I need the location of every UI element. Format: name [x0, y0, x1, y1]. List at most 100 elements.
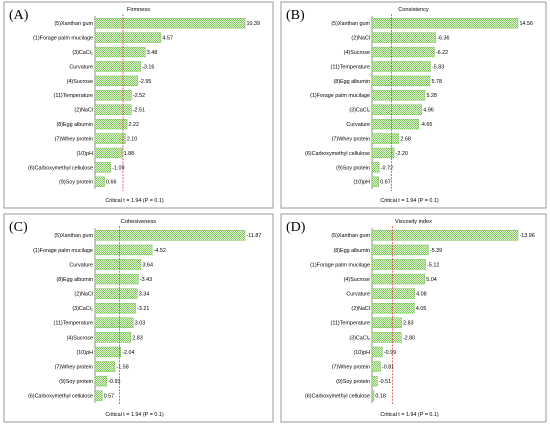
panel-c-bar — [94, 346, 122, 358]
panel-b-category-label: (7)Whey protein — [332, 136, 370, 142]
panel-a-value-label: 3.48 — [147, 50, 158, 56]
panel-d-value-label: 0.18 — [375, 394, 386, 400]
panel-c-bar — [94, 332, 132, 343]
panel-d-bar — [371, 346, 383, 358]
panel-a-category-label: (8)Egg albumin — [56, 122, 93, 128]
panel-a-bar — [94, 32, 162, 43]
panel-c-category-label: (2)NaCl — [74, 292, 93, 298]
panel-c-value-label: 3.64 — [142, 262, 153, 268]
panel-a-title: Firmness — [127, 7, 150, 13]
panel-b-category-label: (9)Soy protein — [336, 165, 370, 171]
panel-d-title: Viscosity index — [395, 219, 432, 225]
panel-d-category-label: (8)Egg albumin — [333, 248, 370, 254]
panel-a-category-label: (1)Forage palm mucilage — [33, 36, 93, 42]
panel-d-category-label: Curvature — [346, 292, 370, 298]
panel-b-category-label: Curvature — [346, 122, 370, 128]
panel-a-bar — [94, 162, 111, 173]
panel-a-bar — [94, 18, 246, 29]
panel-c: (C) Cohesiveness (5)Xanthan gum -11.87 (1)Fo… — [3, 213, 274, 423]
panel-d-critical-label: Critical t = 1.94 (P = 0.1) — [380, 412, 439, 418]
panel-c-value-label: 0.57 — [104, 394, 115, 400]
panel-d: (D) Viscosity index (5)Xanthan gum -13.96 (8… — [280, 213, 547, 423]
panel-b-category-label: (1)Forage palm mucilage — [310, 93, 370, 99]
panel-a-category-label: (4)Sucrose — [67, 79, 93, 85]
panel-b-category-label: (10)pH — [354, 180, 371, 186]
panel-d-category-label: (7)Whey protein — [332, 364, 370, 370]
panel-d-bar — [371, 332, 402, 343]
panel-d-bar — [371, 317, 402, 329]
panel-c-value-label: -0.93 — [108, 379, 120, 385]
panel-d-bar — [371, 288, 415, 299]
panel-b-value-label: 4.96 — [423, 108, 434, 114]
panel-b-category-label: (6)Carboxymethyl cellulose — [305, 151, 370, 157]
panel-b-value-label: 14.56 — [520, 21, 534, 27]
panel-d-category-label: (3)CaCl₂ — [349, 335, 370, 341]
panel-d-value-label: -0.51 — [379, 379, 391, 385]
panel-d-category-label: (5)Xanthan gum — [331, 233, 370, 239]
panel-c-category-label: (10)pH — [77, 350, 94, 356]
panel-c-category-label: (3)CaCl₂ — [72, 306, 93, 312]
panel-b-letter: (B) — [286, 8, 305, 23]
panel-a-bar — [94, 176, 105, 187]
panel-d-category-label: (4)Sucrose — [344, 277, 370, 283]
panel-c-value-label: -1.58 — [116, 364, 128, 370]
panel-b-bar — [371, 104, 422, 115]
panel-a: (A) Firmness (5)Xanthan gum 10.39 (1)Forage … — [3, 1, 274, 209]
panel-b-value-label: 5.28 — [426, 93, 437, 99]
panel-a-bar — [94, 118, 128, 130]
panel-d-value-label: -5.39 — [430, 248, 442, 254]
panel-a-category-label: (11)Temperature — [54, 93, 93, 99]
panel-c-category-label: (1)Forage palm mucilage — [33, 248, 93, 254]
panel-c-bar — [94, 303, 136, 314]
panel-d-value-label: -2.80 — [403, 335, 415, 341]
panel-c-category-label: (7)Whey protein — [55, 364, 93, 370]
panel-d-letter: (D) — [286, 220, 306, 235]
panel-b-bar — [371, 61, 431, 72]
panel-c-bar — [94, 390, 103, 401]
panel-c-critical-label: Critical t = 1.94 (P = 0.1) — [105, 412, 164, 418]
panel-a-bar — [94, 90, 132, 101]
panel-a-value-label: -1.09 — [112, 165, 124, 171]
panel-b-bar — [371, 32, 437, 43]
panel-d-value-label: 4.08 — [416, 292, 427, 298]
panel-a-category-label: (6)Carboxymethyl cellulose — [28, 165, 93, 171]
panel-d-bar — [371, 230, 519, 241]
panel-a-value-label: 0.66 — [106, 180, 117, 186]
panel-a-value-label: 10.39 — [247, 21, 261, 27]
panel-d-bar — [371, 390, 375, 401]
panel-a-value-label: 2.22 — [129, 122, 140, 128]
panel-b-title: Consistency — [398, 7, 429, 13]
panel-c-category-label: (11)Temperature — [54, 321, 93, 327]
panel-d-category-label: (2)NaCl — [351, 306, 370, 312]
panel-c-bar — [94, 273, 139, 285]
panel-d-bar — [371, 244, 429, 256]
panel-d-value-label: -0.99 — [384, 350, 396, 356]
panel-b-value-label: -2.20 — [396, 151, 408, 157]
panel-b-value-label: -0.72 — [381, 165, 393, 171]
panel-a-category-label: (3)CaCl₂ — [72, 50, 93, 56]
panel-a-value-label: -2.95 — [139, 79, 151, 85]
panel-b-bar — [371, 46, 435, 58]
panel-c-value-label: -4.52 — [154, 248, 166, 254]
panel-c-value-label: -2.04 — [122, 350, 134, 356]
panel-b-bar — [371, 147, 395, 159]
panel-c-value-label: 2.83 — [132, 335, 143, 341]
panel-d-value-label: 2.83 — [403, 321, 414, 327]
panel-c-category-label: (6)Carboxymethyl cellulose — [28, 394, 93, 400]
panel-a-bar — [94, 147, 123, 159]
panel-b-bar — [371, 118, 419, 130]
panel-b-category-label: (11)Temperature — [331, 64, 370, 70]
panel-d-bar — [371, 361, 381, 372]
panel-b-category-label: (8)Egg albumin — [333, 79, 370, 85]
panel-b-value-label: -6.22 — [436, 50, 448, 56]
panel-c-bar — [94, 259, 142, 270]
panel-d-value-label: 5.04 — [426, 277, 437, 283]
panel-c-bar — [94, 317, 134, 329]
panel-c-value-label: 3.34 — [139, 292, 150, 298]
panel-b-category-label: (5)Xanthan gum — [331, 21, 370, 27]
panel-b-bar — [371, 75, 431, 87]
panel-c-category-label: (9)Soy protein — [59, 379, 93, 385]
panel-a-letter: (A) — [9, 8, 29, 23]
panel-a-bar — [94, 133, 126, 144]
